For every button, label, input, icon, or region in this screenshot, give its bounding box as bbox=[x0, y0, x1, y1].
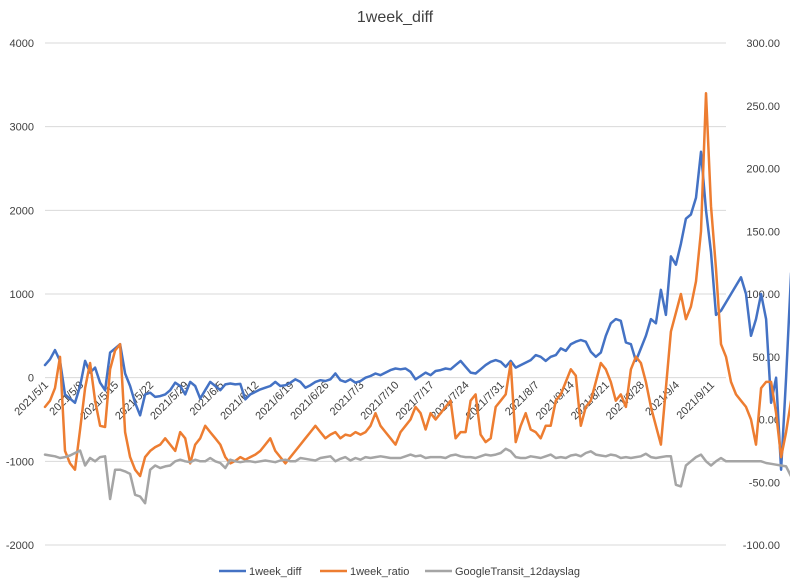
right-axis-ticks: -100.00 -50.00 0.00 50.00 100.00 150.00 200.00… bbox=[743, 38, 780, 552]
chart-title: 1week_diff bbox=[357, 9, 434, 26]
left-tick-label: 0 bbox=[28, 373, 34, 385]
left-tick-label: -1000 bbox=[6, 456, 34, 468]
left-tick-label: 2000 bbox=[10, 205, 34, 217]
legend: 1week_diff 1week_ratio GoogleTransit_12day… bbox=[219, 566, 580, 578]
series-line-1week-diff bbox=[43, 150, 790, 471]
right-tick-label: 200.00 bbox=[746, 164, 780, 176]
gridlines bbox=[45, 42, 726, 546]
left-tick-label: -2000 bbox=[6, 540, 34, 552]
left-tick-label: 3000 bbox=[10, 122, 34, 134]
left-tick-label: 4000 bbox=[10, 38, 34, 50]
right-tick-label: 100.00 bbox=[746, 289, 780, 301]
right-tick-label: 0.00 bbox=[759, 415, 780, 427]
series-line-googletransit-12dayslag bbox=[43, 447, 790, 505]
right-tick-label: 300.00 bbox=[746, 38, 780, 50]
legend-label: GoogleTransit_12dayslag bbox=[455, 566, 580, 578]
series-lines bbox=[43, 91, 790, 505]
right-tick-label: -50.00 bbox=[749, 477, 780, 489]
right-tick-label: 250.00 bbox=[746, 101, 780, 113]
legend-label: 1week_diff bbox=[249, 566, 302, 578]
left-axis-ticks: -2000 -1000 0 1000 2000 3000 4000 bbox=[6, 38, 34, 552]
right-tick-label: 150.00 bbox=[746, 226, 780, 238]
left-tick-label: 1000 bbox=[10, 289, 34, 301]
right-tick-label: -100.00 bbox=[743, 540, 780, 552]
right-tick-label: 50.00 bbox=[752, 352, 780, 364]
series-line-1week-ratio bbox=[43, 91, 790, 478]
legend-label: 1week_ratio bbox=[350, 566, 409, 578]
